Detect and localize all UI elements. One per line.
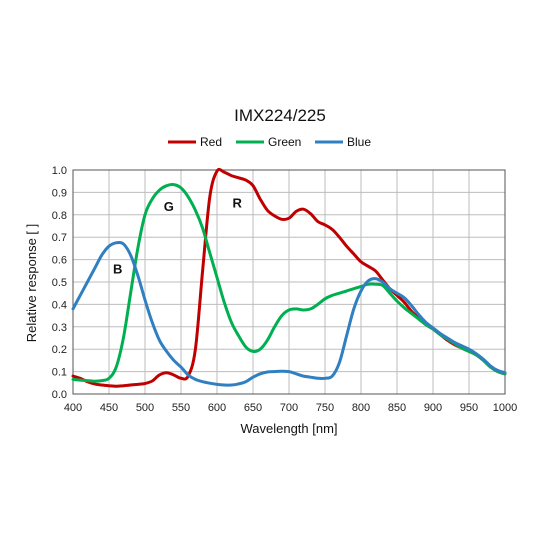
x-tick-label: 950 [460,402,478,414]
y-tick-label: 0.5 [52,277,67,289]
annotation-b: B [113,262,122,277]
series-line-blue [71,240,507,387]
x-tick-label: 1000 [493,402,517,414]
annotation-r: R [232,195,242,210]
x-tick-label: 550 [172,402,190,414]
x-tick-label: 700 [280,402,298,414]
x-tick-label: 400 [64,402,82,414]
y-tick-label: 0.1 [52,367,67,379]
x-tick-label: 800 [352,402,370,414]
chart-title: IMX224/225 [234,106,326,125]
x-tick-label: 450 [100,402,118,414]
y-tick-label: 0.9 [52,187,67,199]
y-tick-label: 1.0 [52,165,67,177]
x-tick-label: 600 [208,402,226,414]
y-tick-label: 0.3 [52,322,67,334]
y-axis-label: Relative response [ ] [24,224,39,343]
x-axis-label: Wavelength [nm] [240,421,337,436]
curve-annotations: B G R [113,195,243,276]
legend-label-green: Green [268,135,301,149]
y-tick-label: 0.7 [52,232,67,244]
x-axis-ticks: 400 450 500 550 600 650 700 750 800 850 900 950 1000 [64,402,517,414]
annotation-g: G [164,199,174,214]
legend: Red Green Blue [168,135,371,149]
x-tick-label: 750 [316,402,334,414]
x-tick-label: 850 [388,402,406,414]
grid [72,169,506,395]
plot-area-border [72,169,506,395]
legend-label-blue: Blue [347,135,371,149]
x-tick-label: 650 [244,402,262,414]
y-tick-label: 0.8 [52,210,67,222]
legend-label-red: Red [200,135,222,149]
y-tick-label: 0.4 [52,299,67,311]
x-tick-label: 500 [136,402,154,414]
y-tick-label: 0.6 [52,255,67,267]
series-lines [71,167,507,388]
y-axis-ticks: 0.0 0.1 0.2 0.3 0.4 0.5 0.6 0.7 0.8 0.9 1.0 [52,165,67,401]
x-tick-label: 900 [424,402,442,414]
y-tick-label: 0.0 [52,389,67,401]
y-tick-label: 0.2 [52,344,67,356]
